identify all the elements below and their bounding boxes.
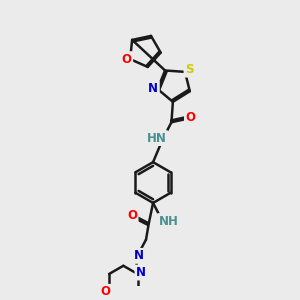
Text: O: O [122, 52, 132, 66]
Text: O: O [185, 111, 195, 124]
Text: NH: NH [158, 214, 178, 227]
Text: N: N [148, 82, 158, 95]
Text: O: O [101, 285, 111, 298]
Text: O: O [127, 208, 137, 222]
Text: N: N [136, 266, 146, 279]
Text: HN: HN [147, 132, 167, 145]
Text: N: N [134, 249, 144, 262]
Text: S: S [185, 63, 194, 76]
